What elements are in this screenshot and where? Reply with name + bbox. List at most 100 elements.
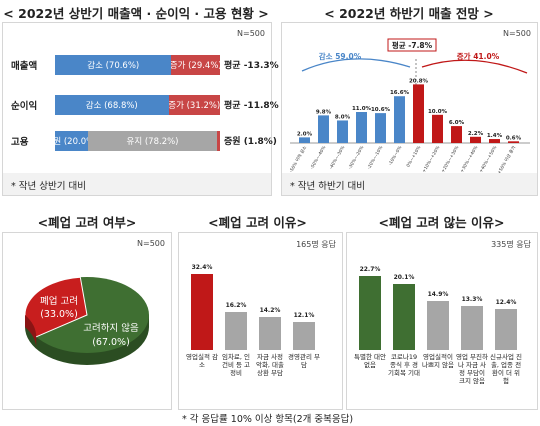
panel1-row-label: 매출액: [11, 61, 38, 72]
panel2-value-label: 1.4%: [487, 133, 503, 139]
panel3-frame: N=500 폐업 고려 (33.0%) 고려하지 않음 (67.0%): [2, 232, 172, 410]
panel5-value-label: 12.4%: [495, 299, 517, 307]
panel2-increase-brace: [421, 59, 528, 74]
panel2-bar: [337, 120, 348, 143]
panel4-bar: [191, 274, 213, 350]
panel2-bar: [394, 96, 405, 143]
panel4-bar: [259, 316, 281, 350]
panel5-value-label: 14.9%: [427, 291, 449, 299]
panel2-value-label: 9.8%: [316, 109, 332, 115]
panel2-footnote: * 작년 하반기 대비: [290, 181, 365, 192]
panel5-frame: 335명 응답 22.7% 특별한 대안 없음 20.1% 코로나19 종식 후 경기…: [346, 232, 538, 410]
panel1-bar-segment: 유지 (78.2%): [88, 131, 218, 151]
panel2-category-label: +30%~+40%: [459, 145, 479, 173]
panel2-bar: [451, 126, 462, 143]
panel4-category-label: 임차료, 인건비 등 고정비: [221, 353, 251, 377]
panel4-value-label: 12.1%: [293, 311, 315, 319]
panel1-title: < 2022년 상반기 매출액 · 순이익 · 고용 현황 >: [3, 6, 269, 21]
panel2-category-label: -50% 이하 감소: [287, 144, 308, 173]
panel4-n: 165명 응답: [296, 240, 336, 249]
panel4-category-label: 영업실적 감소: [186, 353, 218, 369]
panel4-value-label: 32.4%: [191, 264, 213, 272]
panel1-row-average: 평균 -13.3%: [224, 61, 279, 71]
bottom-footnote: * 각 응답률 10% 이상 항목(2개 중복응답): [182, 414, 354, 425]
panel2-value-label: 0.6%: [506, 135, 522, 141]
panel2-category-label: +20%~+30%: [440, 145, 460, 173]
panel5-bar: [461, 306, 483, 350]
panel2-category-label: +10%~+20%: [421, 145, 441, 173]
panel2-category-label: 0%~+10%: [405, 145, 422, 168]
panel3-title: <폐업 고려 여부>: [37, 215, 137, 230]
panel1-bar-segment: [217, 131, 220, 151]
panel2-frame: N=500 평균 -7.8% 감소 59.0% 증가 41.0% 2.0% -50% 이…: [281, 22, 538, 196]
panel5-category-label: 영업실적이 나쁘지 않음: [422, 353, 454, 369]
panel5-bar: [393, 284, 415, 350]
panel1-stacked-bar: 감소 (68.8%) 증가 (31.2%): [55, 95, 220, 115]
panel2-average-box: [387, 38, 437, 52]
panel1-row-average: 평균 -11.8%: [224, 101, 279, 111]
panel2-value-label: 2.2%: [468, 131, 484, 137]
panel5-category-label: 신규사업 진출, 업종 전환이 더 위험: [490, 353, 522, 385]
panel2-bar: [432, 114, 443, 143]
panel5-bar: [495, 309, 517, 350]
panel2-average-label: 평균 -7.8%: [392, 40, 433, 50]
panel2-category-label: -10%~0%: [387, 145, 403, 167]
panel4-title: <폐업 고려 이유>: [208, 215, 307, 230]
panel1-footnote-bg: [3, 173, 271, 195]
panel1-footnote: * 작년 상반기 대비: [11, 181, 86, 192]
panel2-decrease-brace: [301, 58, 411, 72]
pie-no-label: 고려하지 않음: [83, 322, 139, 334]
panel2-category-label: -30%~-20%: [347, 145, 365, 170]
panel4-value-label: 16.2%: [225, 302, 247, 310]
pie-no-value: (67.0%): [92, 337, 130, 348]
panel5-title: <폐업 고려 않는 이유>: [378, 215, 505, 230]
panel1-bar-segment: 증가 (29.4%): [171, 55, 220, 75]
panel3-pie: 폐업 고려 (33.0%) 고려하지 않음 (67.0%): [24, 276, 149, 365]
panel5-bar: [427, 301, 449, 350]
panel1-frame: N=500 매출액 감소 (70.6%) 증가 (29.4%) 평균 -13.3% 순이…: [2, 22, 279, 196]
panel5-bar: [359, 275, 381, 350]
panel5-category-label: 영업 부진하나 자금 사정 부담이 크지 않음: [456, 353, 488, 385]
panel2-category-label: +50% 이상 증가: [495, 144, 517, 173]
panel3-n: N=500: [137, 239, 165, 248]
panel2-chart: 평균 -7.8% 감소 59.0% 증가 41.0% 2.0% -50% 이하 감소 9.…: [287, 38, 530, 173]
panel2-value-label: 10.6%: [371, 107, 391, 113]
panel2-bar: [508, 141, 519, 143]
panel1-row-average: 증원 (1.8%): [224, 137, 277, 147]
panel2-value-label: 20.8%: [409, 78, 429, 84]
panel2-decrease-label: 감소 59.0%: [319, 51, 362, 61]
panel2-category-label: -40%~-30%: [328, 145, 346, 170]
panel1-bar-segment: 감원 (20.0%): [55, 131, 88, 151]
panel2-bar: [356, 112, 367, 143]
panel2-bar: [375, 113, 386, 143]
panel4-frame: 165명 응답 32.4% 영업실적 감소 16.2% 임차료, 인건비 등 고정비 1…: [178, 232, 343, 410]
pie-slice-yes-depth: [25, 315, 37, 349]
panel2-title: < 2022년 하반기 매출 전망 >: [324, 6, 494, 21]
panel5-value-label: 13.3%: [461, 296, 483, 304]
panel2-value-label: 10.0%: [428, 109, 448, 115]
panel1-bar-segment: 감소 (68.8%): [55, 95, 169, 115]
panel5-value-label: 20.1%: [393, 274, 415, 282]
pie-yes-label: 폐업 고려: [40, 295, 78, 307]
panel5-category-label: 특별한 대안 없음: [354, 353, 386, 369]
panel2-value-label: 6.0%: [449, 120, 465, 126]
panel4-bar: [225, 312, 247, 350]
panel1-stacked-bar: 감원 (20.0%)유지 (78.2%): [55, 131, 220, 151]
panel1-bar-segment: 증가 (31.2%): [168, 95, 220, 115]
panel2-bar: [470, 136, 481, 143]
panel1-stacked-bar: 감소 (70.6%) 증가 (29.4%): [55, 55, 220, 75]
panel2-value-label: 2.0%: [297, 131, 313, 137]
panel2-n: N=500: [503, 29, 531, 38]
panel2-bar: [489, 139, 500, 143]
panel2-bar: [413, 84, 424, 143]
panel5-value-label: 22.7%: [359, 265, 381, 273]
panel2-category-label: -20%~-10%: [366, 145, 384, 170]
panel2-category-label: +40%~+50%: [478, 145, 498, 173]
panel1-row-label: 순이익: [11, 101, 38, 112]
panel2-bar: [299, 137, 310, 143]
panel4-category-label: 경영관리 부담: [288, 353, 320, 369]
panel4-bar: [293, 321, 315, 350]
panel2-increase-label: 증가 41.0%: [457, 51, 500, 61]
panel2-value-label: 16.6%: [390, 90, 410, 96]
panel2-value-label: 8.0%: [335, 114, 351, 120]
